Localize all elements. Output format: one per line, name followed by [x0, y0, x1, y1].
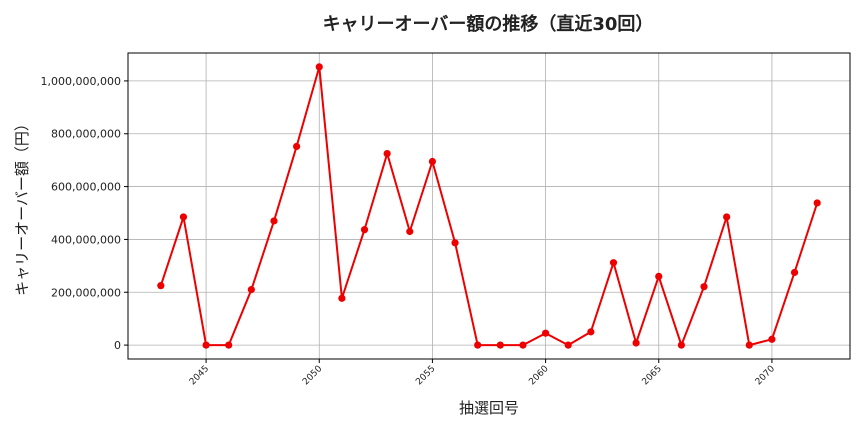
data-point [677, 341, 685, 349]
plot-area-frame [127, 52, 851, 360]
data-point [745, 341, 753, 349]
data-point [383, 149, 391, 158]
data-point [157, 282, 165, 290]
data-point [700, 283, 708, 291]
data-point [541, 329, 550, 337]
data-point [179, 213, 188, 221]
series-markers [157, 63, 821, 349]
data-point [202, 341, 210, 349]
data-point [270, 217, 278, 225]
data-point [406, 227, 414, 236]
data-point [519, 341, 527, 349]
x-tick-label: 2050 [301, 364, 324, 387]
x-tick-label: 2060 [527, 364, 550, 387]
data-point [474, 341, 482, 349]
y-axis: 0 200,000,000 400,000,000 600,000,000 800,00… [41, 75, 128, 352]
x-axis-label: 抽選回号 [459, 399, 519, 417]
chart-title: キャリーオーバー額の推移（直近30回） [323, 13, 654, 35]
data-point [315, 63, 323, 71]
y-tick-label: 800,000,000 [51, 128, 121, 141]
data-point [790, 268, 799, 277]
data-point [496, 341, 504, 349]
y-axis-label: キャリーオーバー額（円） [13, 116, 31, 296]
series-line [159, 66, 819, 349]
data-point [609, 259, 618, 267]
x-tick-label: 2065 [641, 364, 664, 387]
y-tick-label: 0 [114, 339, 121, 352]
data-point [813, 199, 821, 207]
y-tick-label: 400,000,000 [51, 233, 121, 246]
data-point [225, 341, 233, 349]
data-point [655, 272, 663, 281]
data-point [723, 213, 731, 221]
data-point [247, 286, 255, 294]
data-point [338, 294, 346, 302]
data-point [564, 341, 572, 349]
data-point [293, 142, 301, 151]
grid [128, 53, 850, 359]
y-tick-label: 1,000,000,000 [41, 75, 121, 88]
x-tick-label: 2055 [414, 364, 437, 387]
data-point [451, 239, 459, 247]
y-tick-label: 200,000,000 [51, 286, 121, 299]
x-tick-label: 2045 [188, 364, 211, 387]
data-point [632, 339, 640, 347]
data-point [360, 226, 369, 234]
data-point [768, 335, 776, 343]
data-point [587, 328, 595, 336]
x-tick-label: 2070 [754, 364, 777, 387]
y-tick-label: 600,000,000 [51, 181, 121, 194]
x-axis: 2045 2050 2055 2060 2065 2070 [188, 359, 777, 387]
data-point [428, 157, 437, 166]
